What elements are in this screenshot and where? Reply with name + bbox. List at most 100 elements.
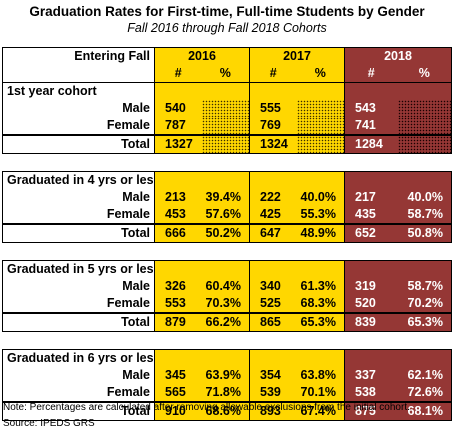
count-cell: 213 <box>154 189 202 206</box>
count-cell: 354 <box>249 367 297 384</box>
cohort-value: 741 <box>344 117 398 135</box>
percent-cell: 62.1% <box>397 367 452 384</box>
percent-cell: 70.3% <box>201 295 250 313</box>
percent-cell: 50.2% <box>201 223 250 243</box>
section-6yr-row-female: Female 565 71.8% 539 70.1% 538 72.6% <box>2 384 452 402</box>
percent-cell: 58.7% <box>397 206 452 224</box>
count-cell: 875 <box>344 401 398 421</box>
section-label: Graduated in 6 yrs or less <box>2 349 155 367</box>
percent-cell: 50.8% <box>397 223 452 243</box>
hatched-cell <box>296 134 345 154</box>
percent-cell: 71.8% <box>201 384 250 402</box>
table-title: Graduation Rates for First-time, Full-ti… <box>29 4 425 19</box>
count-cell: 539 <box>249 384 297 402</box>
percent-cell: 48.9% <box>296 223 345 243</box>
percent-cell: 40.0% <box>397 189 452 206</box>
count-cell: 910 <box>154 401 202 421</box>
count-cell: 652 <box>344 223 398 243</box>
row-label: Male <box>2 367 155 384</box>
cohort-value: 769 <box>249 117 297 135</box>
row-label: Male <box>2 278 155 295</box>
count-cell: 553 <box>154 295 202 313</box>
num-symbol-2016: # <box>154 65 202 83</box>
pct-symbol-2017: % <box>296 65 345 83</box>
cohort-value: 540 <box>154 100 202 117</box>
hatched-cell <box>201 117 250 135</box>
section-6yr-row-male: Male 345 63.9% 354 63.8% 337 62.1% <box>2 367 452 384</box>
percent-cell: 40.0% <box>296 189 345 206</box>
cohort-label: 1st year cohort <box>2 82 155 100</box>
year-2018-header: 2018 <box>344 47 452 65</box>
hatched-cell <box>296 100 345 117</box>
count-cell: 538 <box>344 384 398 402</box>
count-cell: 865 <box>249 312 297 332</box>
row-label: Female <box>2 384 155 402</box>
cohort-value: 1284 <box>344 134 398 154</box>
count-cell: 525 <box>249 295 297 313</box>
section-6yr-heading-row: Graduated in 6 yrs or less <box>2 349 452 367</box>
count-cell: 319 <box>344 278 398 295</box>
count-cell: 647 <box>249 223 297 243</box>
hatched-cell <box>397 117 452 135</box>
section-4yr-heading-row: Graduated in 4 yrs or less <box>2 171 452 189</box>
section-label: Graduated in 4 yrs or less <box>2 171 155 189</box>
cohort-heading-row: 1st year cohort <box>2 82 452 100</box>
row-label: Male <box>2 189 155 206</box>
percent-cell: 68.3% <box>296 295 345 313</box>
percent-cell: 58.7% <box>397 278 452 295</box>
cohort-value: 555 <box>249 100 297 117</box>
count-cell: 222 <box>249 189 297 206</box>
count-cell: 435 <box>344 206 398 224</box>
row-label: Male <box>2 100 155 117</box>
cohort-value: 543 <box>344 100 398 117</box>
section-label: Graduated in 5 yrs or less <box>2 260 155 278</box>
count-cell: 453 <box>154 206 202 224</box>
cohort-value: 1324 <box>249 134 297 154</box>
num-symbol-2017: # <box>249 65 297 83</box>
row-label: Total <box>2 312 155 332</box>
hatched-cell <box>397 134 452 154</box>
num-symbol-2018: # <box>344 65 398 83</box>
count-cell: 839 <box>344 312 398 332</box>
hatched-cell <box>397 100 452 117</box>
count-cell: 893 <box>249 401 297 421</box>
cohort-value: 787 <box>154 117 202 135</box>
count-cell: 217 <box>344 189 398 206</box>
year-2017-header: 2017 <box>249 47 345 65</box>
pct-symbol-2018: % <box>397 65 452 83</box>
year-2016-header: 2016 <box>154 47 250 65</box>
section-5yr-row-total: Total 879 66.2% 865 65.3% 839 65.3% <box>2 312 452 332</box>
percent-cell: 67.4% <box>296 401 345 421</box>
count-cell: 425 <box>249 206 297 224</box>
percent-cell: 66.2% <box>201 312 250 332</box>
section-5yr-row-male: Male 326 60.4% 340 61.3% 319 58.7% <box>2 278 452 295</box>
percent-cell: 63.8% <box>296 367 345 384</box>
percent-cell: 72.6% <box>397 384 452 402</box>
hatched-cell <box>296 117 345 135</box>
percent-cell: 61.3% <box>296 278 345 295</box>
hatched-cell <box>201 100 250 117</box>
section-5yr-row-female: Female 553 70.3% 525 68.3% 520 70.2% <box>2 295 452 313</box>
entering-fall-label: Entering Fall <box>2 47 155 65</box>
row-label: Female <box>2 206 155 224</box>
source-note: Source: IPEDS GRS <box>3 418 95 429</box>
section-6yr-row-total: Total 910 68.6% 893 67.4% 875 68.1% <box>2 401 452 421</box>
pct-symbol-2016: % <box>201 65 250 83</box>
percent-cell: 63.9% <box>201 367 250 384</box>
count-cell: 666 <box>154 223 202 243</box>
percent-cell: 65.3% <box>397 312 452 332</box>
row-label: Total <box>2 401 155 421</box>
cohort-row-female: Female 787 769 741 <box>2 117 452 135</box>
row-label: Total <box>2 134 155 154</box>
footnote: Note: Percentages are calculated after r… <box>3 402 410 413</box>
percent-cell: 68.6% <box>201 401 250 421</box>
count-cell: 879 <box>154 312 202 332</box>
count-cell: 326 <box>154 278 202 295</box>
count-cell: 520 <box>344 295 398 313</box>
cohort-row-total: Total 1327 1324 1284 <box>2 134 452 154</box>
row-label: Female <box>2 117 155 135</box>
percent-cell: 60.4% <box>201 278 250 295</box>
header-row-symbols: # % # % # % <box>2 65 452 83</box>
percent-cell: 68.1% <box>397 401 452 421</box>
section-4yr-row-male: Male 213 39.4% 222 40.0% 217 40.0% <box>2 189 452 206</box>
